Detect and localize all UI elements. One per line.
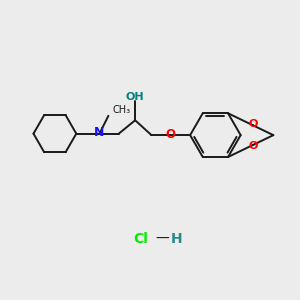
Text: N: N (94, 126, 104, 139)
Text: —: — (155, 232, 169, 246)
Text: OH: OH (126, 92, 145, 102)
Text: Cl: Cl (134, 232, 148, 246)
Text: H: H (171, 232, 183, 246)
Text: O: O (165, 128, 175, 141)
Text: CH₃: CH₃ (113, 106, 131, 116)
Text: O: O (249, 142, 258, 152)
Text: O: O (249, 119, 258, 129)
